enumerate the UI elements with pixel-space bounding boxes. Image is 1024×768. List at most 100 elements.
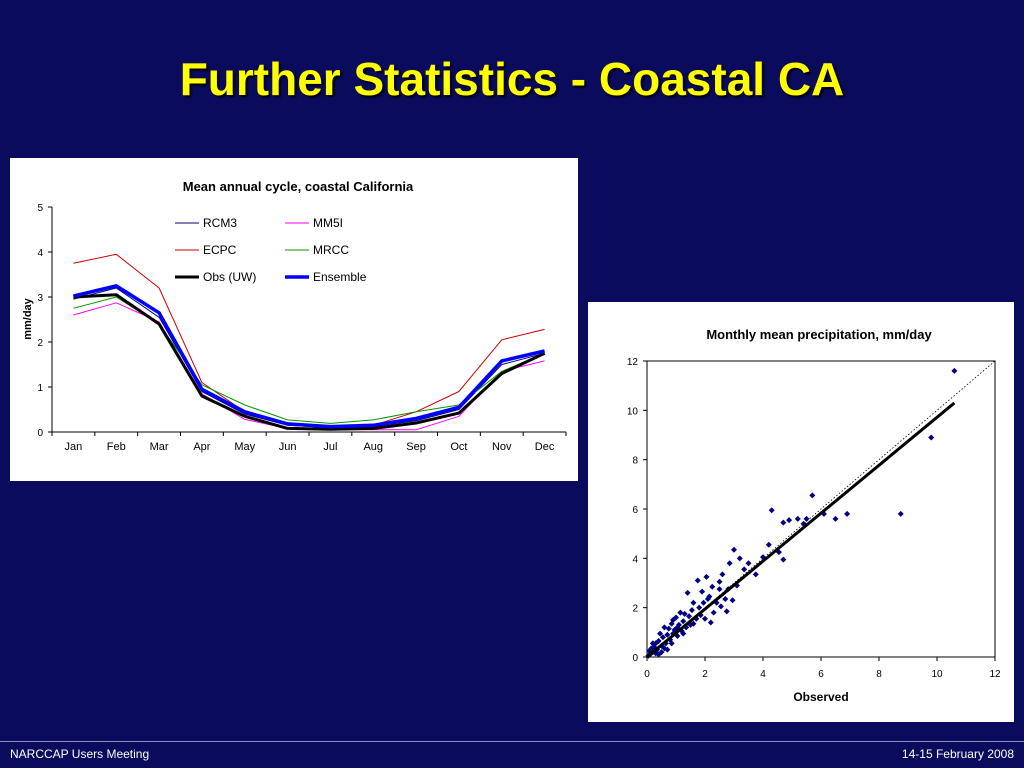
series-line-ecpc: [73, 253, 545, 428]
scatter-point: [736, 555, 743, 562]
line-x-tick-label: Feb: [107, 441, 126, 453]
scatter-point: [659, 634, 666, 641]
scatter-point: [694, 577, 701, 584]
scatter-point: [768, 507, 775, 514]
scatter-point: [702, 615, 708, 622]
scatter-point: [717, 603, 724, 610]
line-y-tick-label: 1: [37, 383, 43, 394]
scatter-point: [655, 651, 662, 658]
scatter-point: [729, 597, 736, 604]
series-line-obs-uw: [73, 293, 546, 431]
series-line-ensemble: [72, 284, 545, 429]
line-x-tick-label: Nov: [492, 441, 512, 453]
scatter-chart-panel: Monthly mean precipitation, mm/day Obser…: [588, 302, 1014, 722]
scatter-point: [655, 637, 662, 644]
scatter-point: [648, 645, 655, 652]
scatter-point: [897, 510, 904, 517]
footer-date: 14-15 February 2008: [901, 747, 1014, 761]
scatter-y-tick-label: 12: [627, 357, 639, 368]
scatter-point: [680, 618, 687, 625]
scatter-point: [690, 620, 697, 627]
scatter-point: [661, 645, 668, 652]
scatter-point: [719, 571, 726, 578]
scatter-point: [684, 589, 691, 596]
scatter-point: [713, 599, 720, 606]
scatter-point: [704, 596, 711, 603]
line-chart-panel: Mean annual cycle, coastal California mm…: [10, 158, 578, 481]
scatter-chart-title: Monthly mean precipitation, mm/day: [706, 327, 932, 342]
scatter-point: [670, 617, 677, 623]
scatter-point: [780, 556, 787, 563]
regression-line: [646, 401, 956, 659]
scatter-point: [951, 367, 958, 374]
scatter-chart: Monthly mean precipitation, mm/day Obser…: [627, 327, 1001, 704]
scatter-point: [832, 515, 839, 522]
scatter-point: [700, 599, 707, 606]
line-x-tick-label: Jun: [279, 441, 297, 453]
scatter-point: [661, 624, 668, 631]
scatter-x-tick-label: 12: [989, 669, 1001, 680]
scatter-point: [706, 593, 713, 600]
scatter-point: [709, 583, 716, 590]
line-x-tick-label: Jan: [65, 441, 83, 453]
line-y-tick-label: 5: [37, 203, 43, 214]
legend-label-mm5i: MM5I: [313, 216, 343, 230]
series-line-mm5i: [73, 302, 545, 431]
scatter-point: [681, 610, 688, 617]
line-x-tick-label: May: [234, 441, 255, 453]
scatter-point: [668, 640, 675, 647]
line-chart-title: Mean annual cycle, coastal California: [183, 179, 414, 194]
legend-label-rcm3: RCM3: [203, 216, 237, 230]
legend-label-mrcc: MRCC: [313, 243, 349, 257]
scatter-point: [716, 578, 723, 585]
scatter-point: [668, 620, 675, 627]
legend-label-ensemble: Ensemble: [313, 270, 367, 284]
line-x-tick-label: Apr: [193, 441, 210, 453]
legend-label-obs-uw: Obs (UW): [203, 270, 256, 284]
scatter-point: [649, 640, 656, 647]
scatter-point: [675, 621, 682, 628]
scatter-point: [780, 519, 787, 526]
scatter-chart-xlabel: Observed: [793, 690, 848, 704]
footer-divider: [0, 741, 1024, 742]
scatter-point: [765, 541, 772, 548]
scatter-point: [803, 515, 810, 522]
line-chart-ylabel: mm/day: [22, 297, 34, 339]
scatter-x-tick-label: 2: [702, 669, 708, 680]
scatter-point: [680, 630, 687, 637]
line-y-tick-label: 3: [37, 293, 43, 304]
scatter-point: [928, 434, 935, 441]
scatter-point: [786, 517, 793, 524]
line-chart: Mean annual cycle, coastal California mm…: [22, 179, 567, 453]
line-y-tick-label: 2: [37, 338, 43, 349]
line-x-tick-label: Aug: [363, 441, 383, 453]
line-x-tick-label: Sep: [406, 441, 426, 453]
line-y-tick-label: 0: [37, 428, 43, 439]
scatter-point: [657, 630, 664, 637]
scatter-y-tick-label: 10: [627, 406, 639, 417]
scatter-x-tick-label: 8: [876, 669, 882, 680]
scatter-point: [710, 609, 717, 616]
scatter-point: [726, 560, 733, 567]
scatter-point: [745, 560, 752, 567]
line-x-tick-label: Oct: [450, 441, 467, 453]
scatter-point: [844, 510, 851, 517]
line-y-tick-label: 4: [37, 248, 43, 259]
series-line-rcm3: [73, 287, 545, 428]
scatter-point: [686, 613, 693, 620]
series-line-mrcc: [73, 296, 545, 424]
scatter-point: [697, 612, 704, 619]
line-x-tick-label: Dec: [535, 441, 555, 453]
line-x-tick-label: Jul: [323, 441, 337, 453]
scatter-point: [752, 571, 759, 578]
scatter-point: [693, 615, 700, 622]
slide-title: Further Statistics - Coastal CA: [179, 53, 845, 105]
scatter-point: [677, 609, 684, 616]
scatter-x-tick-label: 6: [818, 669, 824, 680]
scatter-x-tick-label: 10: [931, 669, 943, 680]
scatter-x-tick-label: 4: [760, 669, 766, 680]
scatter-point: [699, 588, 706, 595]
scatter-point: [690, 599, 697, 606]
scatter-point: [665, 625, 672, 632]
scatter-point: [674, 624, 681, 631]
